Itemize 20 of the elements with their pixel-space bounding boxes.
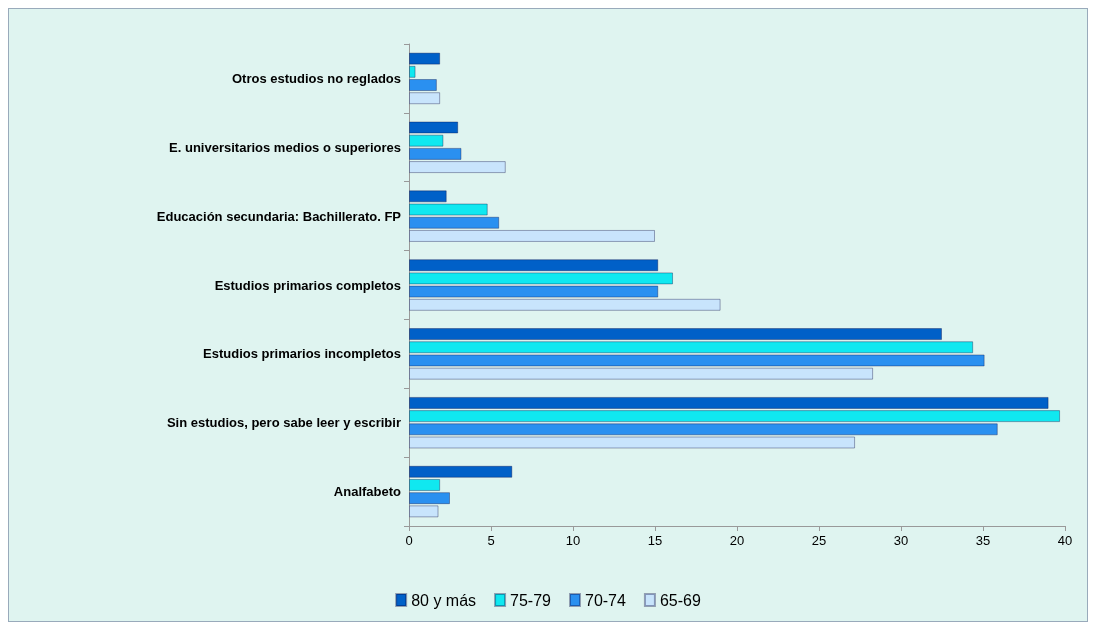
x-tick-label: 35 xyxy=(975,533,991,548)
y-tick-label: Analfabeto xyxy=(333,484,402,500)
x-tick-label: 40 xyxy=(1057,533,1073,548)
x-tick-label: 30 xyxy=(893,533,909,548)
x-tick-label: 0 xyxy=(405,533,413,548)
y-tick-label: E. universitarios medios o superiores xyxy=(169,139,401,155)
x-tick-label: 10 xyxy=(565,533,581,548)
y-tick-label: Otros estudios no reglados xyxy=(231,70,401,86)
legend-label: 75-79 xyxy=(510,591,552,609)
y-tick-label: Estudios primarios incompletos xyxy=(203,346,401,362)
x-tick-label: 20 xyxy=(729,533,745,548)
x-tick-label: 15 xyxy=(647,533,663,548)
legend-label: 65-69 xyxy=(659,591,701,609)
x-tick-label: 5 xyxy=(487,533,495,548)
y-tick-label: Estudios primarios completos xyxy=(214,277,401,293)
y-tick-label: Educación secundaria: Bachillerato. FP xyxy=(156,208,402,224)
x-tick-label: 25 xyxy=(811,533,827,548)
legend-label: 80 y más xyxy=(411,591,477,609)
y-tick-label: Sin estudios, pero sabe leer y escribir xyxy=(166,415,401,431)
legend-label: 70-74 xyxy=(585,591,627,609)
